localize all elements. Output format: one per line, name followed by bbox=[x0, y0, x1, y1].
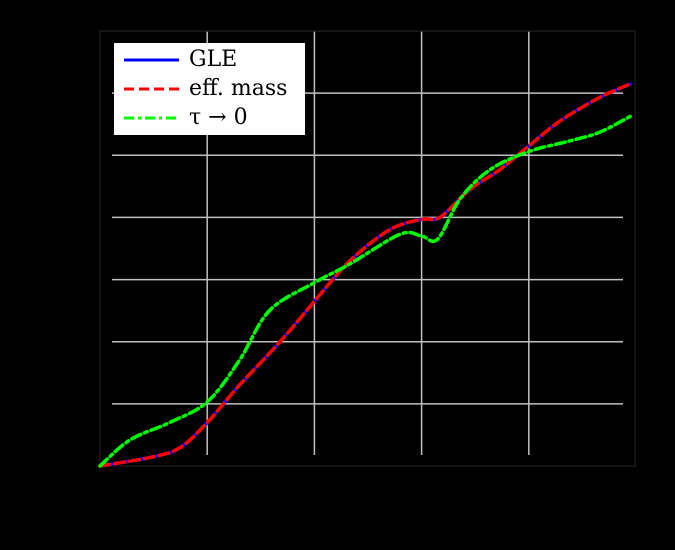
legend-swatch-solid-blue bbox=[124, 58, 179, 62]
legend-label: τ → 0 bbox=[189, 105, 248, 130]
axes-frame bbox=[99, 30, 636, 467]
series-eff-mass-line bbox=[98, 82, 633, 468]
legend-label: GLE bbox=[189, 47, 238, 72]
legend-item-gle: GLE bbox=[124, 47, 237, 73]
series-lines bbox=[98, 82, 633, 468]
legend-item-tau-to-zero: τ → 0 bbox=[124, 105, 248, 131]
legend: GLE eff. mass τ → 0 bbox=[114, 43, 305, 135]
legend-label: eff. mass bbox=[189, 76, 288, 101]
legend-swatch-dashdot-green bbox=[124, 116, 179, 120]
series-tau-to-zero-line bbox=[98, 114, 633, 468]
legend-item-eff-mass: eff. mass bbox=[124, 76, 287, 102]
grid-lines bbox=[112, 31, 623, 455]
legend-swatch-dashed-red bbox=[124, 87, 179, 91]
